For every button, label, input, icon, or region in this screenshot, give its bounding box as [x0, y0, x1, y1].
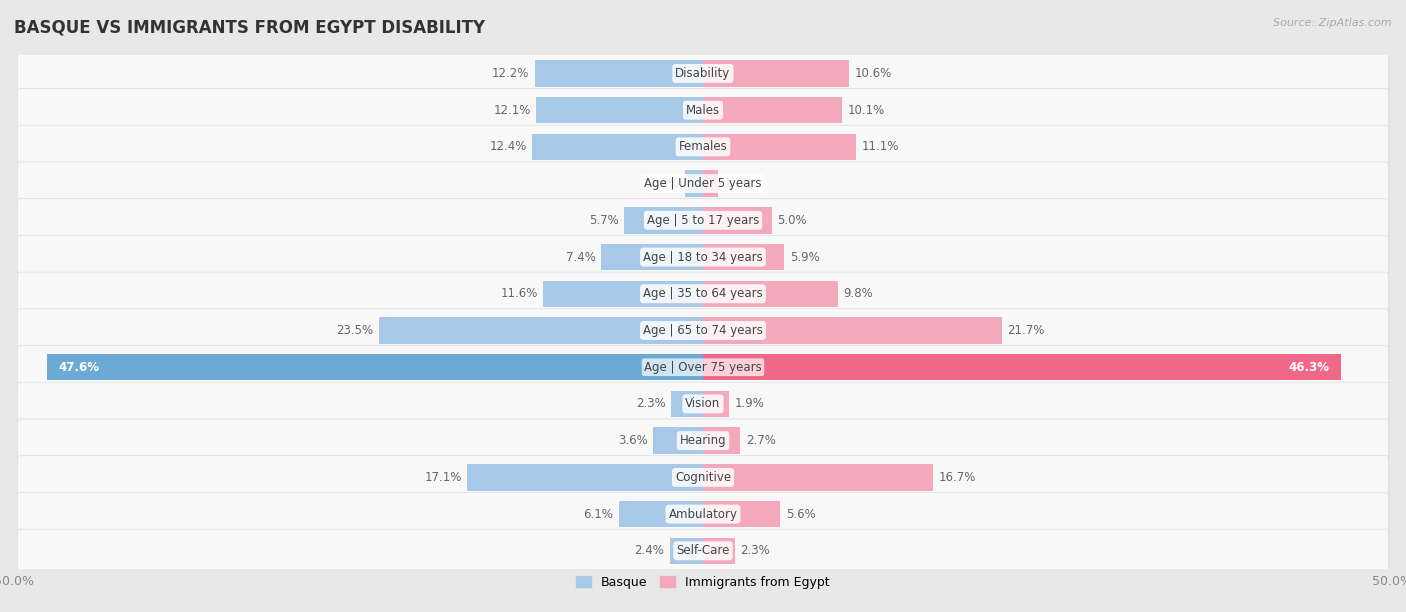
Text: 21.7%: 21.7%	[1008, 324, 1045, 337]
Text: 5.9%: 5.9%	[790, 250, 820, 264]
Text: 11.6%: 11.6%	[501, 287, 537, 300]
Text: 6.1%: 6.1%	[583, 507, 613, 521]
Bar	[669, 537, 703, 564]
Text: 12.4%: 12.4%	[489, 140, 527, 154]
Text: Age | Over 75 years: Age | Over 75 years	[644, 360, 762, 374]
Text: Source: ZipAtlas.com: Source: ZipAtlas.com	[1274, 18, 1392, 28]
Text: 1.1%: 1.1%	[724, 177, 754, 190]
Text: 2.3%: 2.3%	[636, 397, 666, 411]
Text: 10.6%: 10.6%	[855, 67, 891, 80]
Bar	[703, 317, 1002, 344]
FancyBboxPatch shape	[17, 456, 1389, 499]
Text: 12.2%: 12.2%	[492, 67, 530, 80]
Text: BASQUE VS IMMIGRANTS FROM EGYPT DISABILITY: BASQUE VS IMMIGRANTS FROM EGYPT DISABILI…	[14, 18, 485, 36]
Bar	[619, 501, 703, 528]
Text: 17.1%: 17.1%	[425, 471, 461, 484]
Legend: Basque, Immigrants from Egypt: Basque, Immigrants from Egypt	[571, 571, 835, 594]
Bar	[48, 354, 703, 381]
FancyBboxPatch shape	[17, 125, 1389, 168]
Text: 5.0%: 5.0%	[778, 214, 807, 227]
Bar	[600, 244, 703, 271]
Text: Self-Care: Self-Care	[676, 544, 730, 558]
Text: Age | 35 to 64 years: Age | 35 to 64 years	[643, 287, 763, 300]
Bar	[703, 170, 718, 197]
Bar	[703, 501, 780, 528]
Bar	[703, 60, 849, 87]
Text: 1.3%: 1.3%	[650, 177, 679, 190]
Text: Vision: Vision	[685, 397, 721, 411]
Text: 12.1%: 12.1%	[494, 103, 531, 117]
Bar	[671, 390, 703, 417]
Bar	[703, 464, 934, 491]
Bar	[543, 280, 703, 307]
Text: Age | 18 to 34 years: Age | 18 to 34 years	[643, 250, 763, 264]
FancyBboxPatch shape	[17, 236, 1389, 278]
Text: 16.7%: 16.7%	[939, 471, 976, 484]
FancyBboxPatch shape	[17, 419, 1389, 462]
Text: 11.1%: 11.1%	[862, 140, 898, 154]
Text: 10.1%: 10.1%	[848, 103, 884, 117]
Bar	[624, 207, 703, 234]
FancyBboxPatch shape	[17, 162, 1389, 205]
Text: 2.3%: 2.3%	[740, 544, 770, 558]
Text: 47.6%: 47.6%	[58, 360, 100, 374]
Text: Age | Under 5 years: Age | Under 5 years	[644, 177, 762, 190]
Text: 2.4%: 2.4%	[634, 544, 665, 558]
FancyBboxPatch shape	[17, 272, 1389, 315]
FancyBboxPatch shape	[17, 382, 1389, 425]
Text: 46.3%: 46.3%	[1289, 360, 1330, 374]
Bar	[467, 464, 703, 491]
Text: 7.4%: 7.4%	[565, 250, 596, 264]
Bar	[703, 133, 856, 160]
FancyBboxPatch shape	[17, 89, 1389, 132]
Text: 9.8%: 9.8%	[844, 287, 873, 300]
FancyBboxPatch shape	[17, 493, 1389, 536]
Bar	[654, 427, 703, 454]
FancyBboxPatch shape	[17, 52, 1389, 95]
Text: Males: Males	[686, 103, 720, 117]
FancyBboxPatch shape	[17, 529, 1389, 572]
FancyBboxPatch shape	[17, 199, 1389, 242]
Bar	[703, 207, 772, 234]
Text: 2.7%: 2.7%	[745, 434, 776, 447]
Bar	[703, 280, 838, 307]
Text: 3.6%: 3.6%	[619, 434, 648, 447]
Bar	[380, 317, 703, 344]
FancyBboxPatch shape	[17, 346, 1389, 389]
Text: Disability: Disability	[675, 67, 731, 80]
Bar	[703, 537, 735, 564]
Text: 5.7%: 5.7%	[589, 214, 619, 227]
FancyBboxPatch shape	[17, 309, 1389, 352]
Text: Females: Females	[679, 140, 727, 154]
Text: 23.5%: 23.5%	[336, 324, 374, 337]
Bar	[531, 133, 703, 160]
Bar	[703, 390, 730, 417]
Text: Ambulatory: Ambulatory	[668, 507, 738, 521]
Text: 1.9%: 1.9%	[735, 397, 765, 411]
Bar	[685, 170, 703, 197]
Bar	[703, 427, 740, 454]
Bar	[536, 97, 703, 124]
Text: Age | 5 to 17 years: Age | 5 to 17 years	[647, 214, 759, 227]
Bar	[703, 97, 842, 124]
Bar	[534, 60, 703, 87]
Text: 5.6%: 5.6%	[786, 507, 815, 521]
Text: Hearing: Hearing	[679, 434, 727, 447]
Text: Cognitive: Cognitive	[675, 471, 731, 484]
Bar	[703, 354, 1341, 381]
Text: Age | 65 to 74 years: Age | 65 to 74 years	[643, 324, 763, 337]
Bar	[703, 244, 785, 271]
